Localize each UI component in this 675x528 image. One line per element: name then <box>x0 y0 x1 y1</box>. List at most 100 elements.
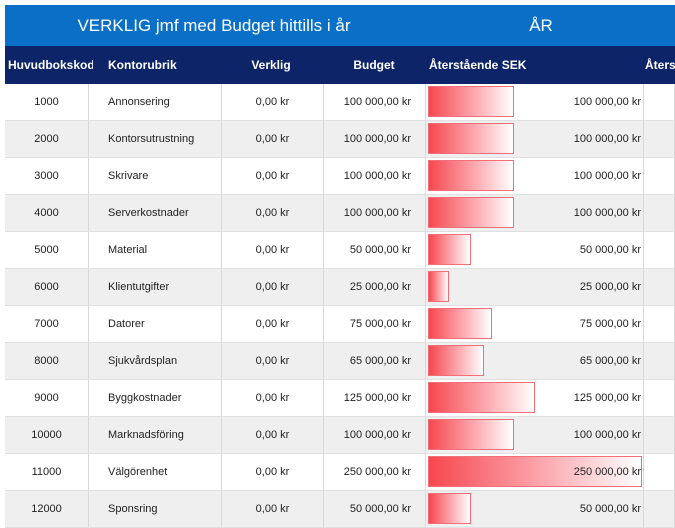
cell-budget: 25 000,00 kr <box>324 269 426 305</box>
cell-budget: 100 000,00 kr <box>324 121 426 157</box>
remaining-data-bar <box>428 123 514 154</box>
cell-budget: 50 000,00 kr <box>324 491 426 527</box>
cell-extra <box>644 121 675 157</box>
remaining-data-bar <box>428 86 514 117</box>
table-row[interactable]: 3000 Skrivare 0,00 kr 100 000,00 kr 100 000,… <box>5 158 675 195</box>
cell-code: 6000 <box>5 269 89 305</box>
cell-budget: 100 000,00 kr <box>324 417 426 453</box>
cell-remaining: 50 000,00 kr <box>426 232 644 268</box>
remaining-value: 100 000,00 kr <box>573 207 641 219</box>
cell-verklig: 0,00 kr <box>222 232 324 268</box>
remaining-value: 50 000,00 kr <box>579 244 641 256</box>
table-row[interactable]: 2000 Kontorsutrustning 0,00 kr 100 000,00 k… <box>5 121 675 158</box>
cell-rubrik: Klientutgifter <box>89 269 222 305</box>
year-title: ÅR <box>529 16 553 35</box>
cell-rubrik: Material <box>89 232 222 268</box>
col-header-verklig: Verklig <box>251 58 291 72</box>
cell-extra <box>644 269 675 305</box>
cell-rubrik: Serverkostnader <box>89 195 222 231</box>
remaining-data-bar <box>428 234 471 265</box>
cell-remaining: 100 000,00 kr <box>426 158 644 194</box>
table-row[interactable]: 5000 Material 0,00 kr 50 000,00 kr 50 000,00… <box>5 232 675 269</box>
col-header-budget: Budget <box>353 58 395 72</box>
cell-verklig: 0,00 kr <box>222 269 324 305</box>
cell-code: 10000 <box>5 417 89 453</box>
remaining-value: 100 000,00 kr <box>573 170 641 182</box>
table-row[interactable]: 12000 Sponsring 0,00 kr 50 000,00 kr 50 000,… <box>5 491 675 528</box>
cell-remaining: 100 000,00 kr <box>426 195 644 231</box>
cell-remaining: 65 000,00 kr <box>426 343 644 379</box>
cell-code: 5000 <box>5 232 89 268</box>
cell-budget: 100 000,00 kr <box>324 195 426 231</box>
remaining-data-bar <box>428 382 535 413</box>
remaining-data-bar <box>428 271 449 302</box>
cell-code: 3000 <box>5 158 89 194</box>
cell-rubrik: Sponsring <box>89 491 222 527</box>
cell-verklig: 0,00 kr <box>222 121 324 157</box>
table-row[interactable]: 8000 Sjukvårdsplan 0,00 kr 65 000,00 kr 65 0… <box>5 343 675 380</box>
cell-verklig: 0,00 kr <box>222 195 324 231</box>
cell-extra <box>644 343 675 379</box>
cell-verklig: 0,00 kr <box>222 380 324 416</box>
table-row[interactable]: 4000 Serverkostnader 0,00 kr 100 000,00 kr 1… <box>5 195 675 232</box>
remaining-data-bar <box>428 419 514 450</box>
cell-budget: 100 000,00 kr <box>324 84 426 120</box>
cell-code: 7000 <box>5 306 89 342</box>
remaining-value: 100 000,00 kr <box>573 133 641 145</box>
col-header-code: Huvudbokskod <box>8 58 93 72</box>
table-row[interactable]: 11000 Välgörenhet 0,00 kr 250 000,00 kr 250 … <box>5 454 675 491</box>
remaining-value: 100 000,00 kr <box>573 429 641 441</box>
table-row[interactable]: 7000 Datorer 0,00 kr 75 000,00 kr 75 000,00 … <box>5 306 675 343</box>
cell-verklig: 0,00 kr <box>222 343 324 379</box>
cell-verklig: 0,00 kr <box>222 454 324 490</box>
remaining-value: 65 000,00 kr <box>579 355 641 367</box>
cell-verklig: 0,00 kr <box>222 306 324 342</box>
cell-rubrik: Kontorsutrustning <box>89 121 222 157</box>
title-band: VERKLIG jmf med Budget hittills i år ÅR <box>5 5 675 46</box>
cell-extra <box>644 195 675 231</box>
cell-extra <box>644 158 675 194</box>
remaining-value: 50 000,00 kr <box>579 503 641 515</box>
cell-rubrik: Datorer <box>89 306 222 342</box>
cell-verklig: 0,00 kr <box>222 158 324 194</box>
cell-remaining: 25 000,00 kr <box>426 269 644 305</box>
remaining-value: 250 000,00 kr <box>573 466 641 478</box>
report-title: VERKLIG jmf med Budget hittills i år <box>77 16 351 35</box>
cell-remaining: 100 000,00 kr <box>426 84 644 120</box>
cell-extra <box>644 491 675 527</box>
remaining-data-bar <box>428 160 514 191</box>
cell-verklig: 0,00 kr <box>222 417 324 453</box>
cell-rubrik: Sjukvårdsplan <box>89 343 222 379</box>
table-body: 1000 Annonsering 0,00 kr 100 000,00 kr 100 0… <box>5 84 675 528</box>
cell-rubrik: Annonsering <box>89 84 222 120</box>
cell-extra <box>644 84 675 120</box>
remaining-data-bar <box>428 345 484 376</box>
cell-code: 9000 <box>5 380 89 416</box>
col-header-remaining: Återstående SEK <box>429 58 527 72</box>
cell-rubrik: Marknadsföring <box>89 417 222 453</box>
remaining-value: 75 000,00 kr <box>579 318 641 330</box>
col-header-extra: Åters <box>645 58 675 72</box>
remaining-value: 25 000,00 kr <box>579 281 641 293</box>
col-header-rubrik: Kontorubrik <box>108 58 177 72</box>
cell-extra <box>644 232 675 268</box>
remaining-data-bar <box>428 456 642 487</box>
table-row[interactable]: 10000 Marknadsföring 0,00 kr 100 000,00 kr 1… <box>5 417 675 454</box>
remaining-value: 100 000,00 kr <box>573 96 641 108</box>
cell-rubrik: Byggkostnader <box>89 380 222 416</box>
cell-budget: 125 000,00 kr <box>324 380 426 416</box>
cell-rubrik: Välgörenhet <box>89 454 222 490</box>
cell-rubrik: Skrivare <box>89 158 222 194</box>
cell-code: 4000 <box>5 195 89 231</box>
remaining-value: 125 000,00 kr <box>573 392 641 404</box>
cell-code: 12000 <box>5 491 89 527</box>
table-row[interactable]: 9000 Byggkostnader 0,00 kr 125 000,00 kr 125… <box>5 380 675 417</box>
table-row[interactable]: 1000 Annonsering 0,00 kr 100 000,00 kr 100 0… <box>5 84 675 121</box>
table-row[interactable]: 6000 Klientutgifter 0,00 kr 25 000,00 kr 25 … <box>5 269 675 306</box>
cell-extra <box>644 417 675 453</box>
table-header: Huvudbokskod Kontorubrik Verklig Budget … <box>5 46 675 84</box>
cell-budget: 100 000,00 kr <box>324 158 426 194</box>
cell-verklig: 0,00 kr <box>222 491 324 527</box>
cell-remaining: 75 000,00 kr <box>426 306 644 342</box>
remaining-data-bar <box>428 308 492 339</box>
